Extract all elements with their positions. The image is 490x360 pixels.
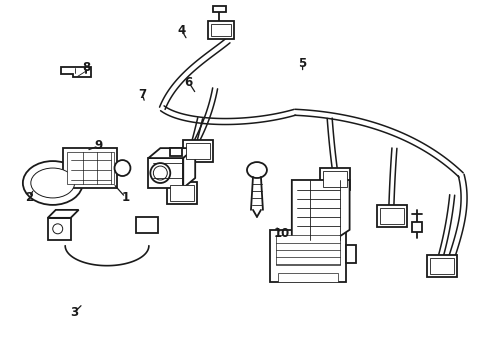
Bar xyxy=(430,258,454,274)
Polygon shape xyxy=(61,67,91,77)
Bar xyxy=(413,222,422,232)
Bar xyxy=(213,6,226,12)
Text: 4: 4 xyxy=(177,24,186,37)
Text: 7: 7 xyxy=(139,88,147,101)
Text: 6: 6 xyxy=(185,76,193,89)
Polygon shape xyxy=(48,218,71,240)
Circle shape xyxy=(153,166,167,180)
Polygon shape xyxy=(148,148,195,158)
Bar xyxy=(171,148,182,156)
Bar xyxy=(427,255,457,276)
Text: 8: 8 xyxy=(82,60,91,73)
Bar xyxy=(136,217,158,233)
Bar xyxy=(377,205,407,227)
Text: 9: 9 xyxy=(95,139,103,152)
Circle shape xyxy=(150,163,171,183)
Text: 3: 3 xyxy=(70,306,78,319)
Bar xyxy=(211,24,231,36)
Bar xyxy=(278,273,338,282)
Polygon shape xyxy=(292,180,349,240)
Circle shape xyxy=(115,160,130,176)
Bar xyxy=(63,148,118,188)
Text: 1: 1 xyxy=(122,191,129,204)
Polygon shape xyxy=(48,210,78,218)
Bar xyxy=(167,182,197,204)
Polygon shape xyxy=(148,158,183,188)
Ellipse shape xyxy=(247,162,267,178)
Bar xyxy=(183,140,213,162)
Bar xyxy=(380,208,404,224)
Ellipse shape xyxy=(31,168,74,198)
Text: 2: 2 xyxy=(25,191,33,204)
Bar xyxy=(345,245,356,263)
Circle shape xyxy=(53,224,63,234)
Text: 10: 10 xyxy=(273,226,290,239)
Text: 5: 5 xyxy=(298,57,307,70)
Bar xyxy=(276,235,340,265)
Bar xyxy=(270,230,345,282)
Bar xyxy=(186,143,210,159)
Bar xyxy=(208,21,234,39)
Bar xyxy=(319,168,349,190)
Ellipse shape xyxy=(23,161,83,205)
Bar xyxy=(171,185,194,201)
Bar xyxy=(67,152,114,184)
Polygon shape xyxy=(183,148,195,188)
Bar xyxy=(323,171,346,187)
